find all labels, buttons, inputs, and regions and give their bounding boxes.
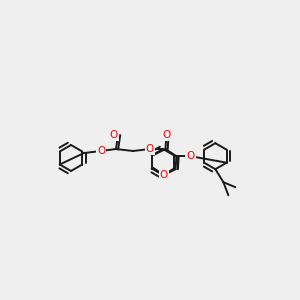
Text: O: O bbox=[146, 144, 154, 154]
Text: O: O bbox=[97, 146, 105, 156]
Text: O: O bbox=[162, 130, 170, 140]
Text: O: O bbox=[110, 130, 118, 140]
Text: O: O bbox=[186, 151, 194, 161]
Text: O: O bbox=[160, 170, 168, 180]
